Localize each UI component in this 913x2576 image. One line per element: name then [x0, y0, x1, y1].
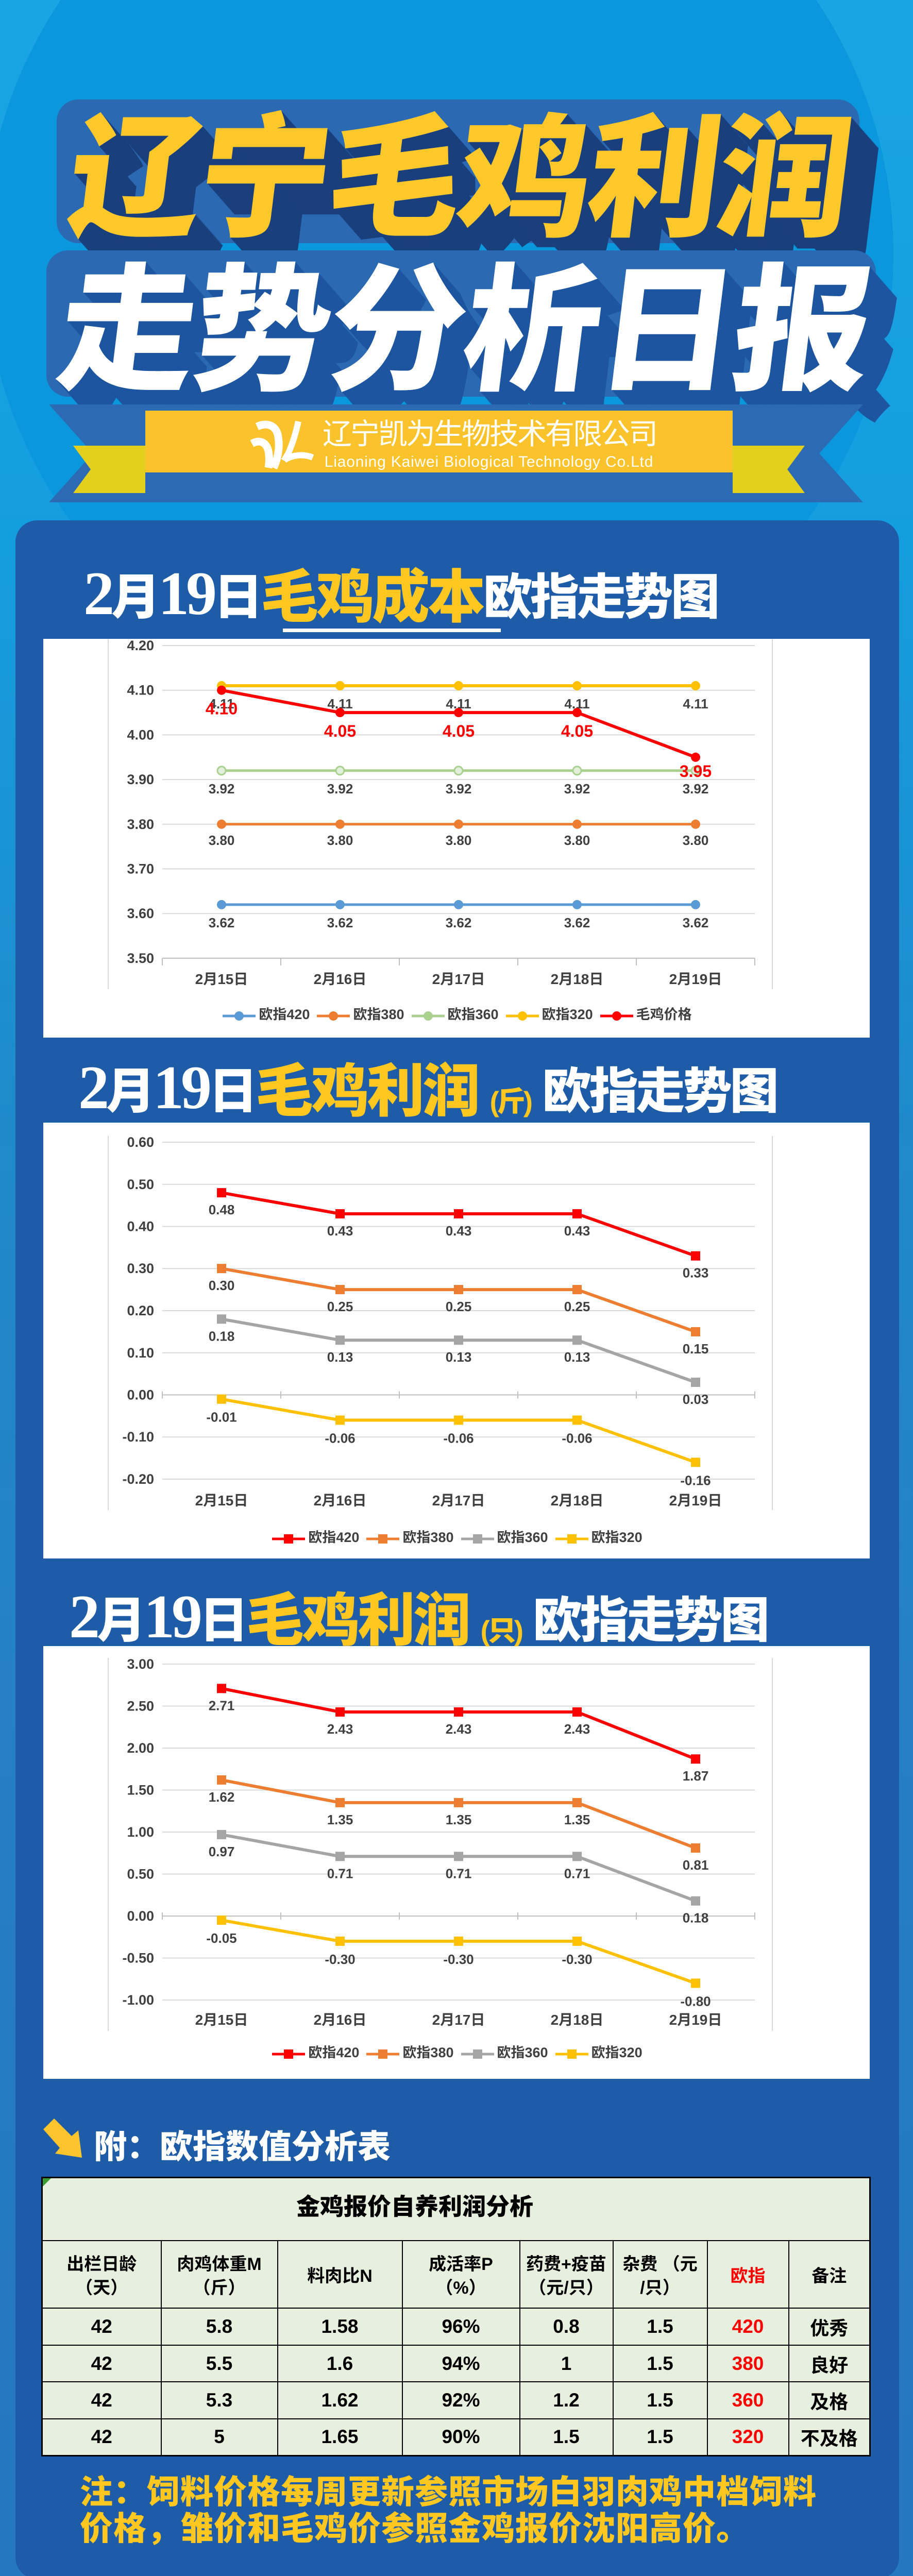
svg-text:3.60: 3.60	[127, 906, 154, 921]
svg-text:0.50: 0.50	[127, 1867, 154, 1882]
svg-text:1.00: 1.00	[127, 1824, 154, 1840]
svg-text:4.20: 4.20	[127, 639, 154, 653]
svg-text:0.20: 0.20	[127, 1303, 154, 1318]
svg-text:3.62: 3.62	[209, 915, 235, 930]
svg-text:1.35: 1.35	[446, 1812, 472, 1827]
svg-text:3.80: 3.80	[327, 833, 353, 848]
svg-text:3.92: 3.92	[209, 781, 235, 796]
svg-text:3.92: 3.92	[327, 781, 353, 796]
svg-text:0.33: 0.33	[683, 1265, 709, 1281]
svg-text:3.70: 3.70	[127, 861, 154, 877]
svg-text:2.50: 2.50	[127, 1699, 154, 1714]
svg-text:-0.01: -0.01	[206, 1410, 236, 1425]
svg-text:3.80: 3.80	[683, 833, 709, 848]
svg-text:4.11: 4.11	[683, 696, 708, 711]
svg-text:0.25: 0.25	[446, 1299, 472, 1314]
svg-text:4.11: 4.11	[209, 696, 234, 711]
svg-text:4.00: 4.00	[127, 727, 154, 742]
svg-text:0.71: 0.71	[327, 1866, 353, 1881]
svg-text:0.81: 0.81	[683, 1857, 709, 1873]
svg-text:2.71: 2.71	[209, 1698, 235, 1713]
svg-text:0.50: 0.50	[127, 1177, 154, 1192]
svg-text:3.50: 3.50	[127, 951, 154, 966]
svg-text:2.43: 2.43	[446, 1721, 472, 1737]
svg-text:0.25: 0.25	[564, 1299, 590, 1314]
svg-text:1.35: 1.35	[327, 1812, 353, 1827]
svg-text:-0.50: -0.50	[122, 1951, 154, 1966]
svg-text:0.43: 0.43	[446, 1223, 472, 1239]
svg-text:3.90: 3.90	[127, 772, 154, 787]
svg-text:0.18: 0.18	[683, 1910, 709, 1926]
svg-text:-0.06: -0.06	[325, 1431, 355, 1446]
svg-text:4.05: 4.05	[561, 722, 593, 740]
svg-text:0.43: 0.43	[564, 1223, 590, 1239]
svg-text:-0.30: -0.30	[562, 1952, 592, 1967]
svg-text:0.71: 0.71	[564, 1866, 590, 1881]
svg-text:0.03: 0.03	[683, 1392, 709, 1407]
svg-text:1.87: 1.87	[683, 1768, 709, 1784]
svg-text:4.10: 4.10	[206, 700, 238, 718]
svg-text:-0.05: -0.05	[206, 1930, 236, 1946]
svg-text:3.92: 3.92	[564, 781, 590, 796]
svg-text:2.43: 2.43	[564, 1721, 590, 1737]
svg-text:-0.06: -0.06	[443, 1431, 474, 1446]
svg-text:-0.80: -0.80	[680, 1993, 711, 2009]
svg-text:-0.20: -0.20	[122, 1471, 154, 1487]
svg-text:0.30: 0.30	[127, 1261, 154, 1276]
svg-text:0.48: 0.48	[209, 1202, 235, 1217]
svg-text:3.80: 3.80	[446, 833, 472, 848]
svg-text:1.50: 1.50	[127, 1783, 154, 1798]
svg-text:-0.10: -0.10	[122, 1429, 154, 1445]
svg-text:3.80: 3.80	[127, 817, 154, 832]
svg-text:-1.00: -1.00	[122, 1992, 154, 2008]
svg-text:0.13: 0.13	[327, 1349, 353, 1365]
svg-text:0.10: 0.10	[127, 1345, 154, 1361]
svg-text:0.15: 0.15	[683, 1341, 709, 1357]
svg-text:3.80: 3.80	[209, 833, 235, 848]
svg-text:3.95: 3.95	[680, 762, 712, 781]
svg-text:3.62: 3.62	[564, 915, 590, 930]
svg-text:0.18: 0.18	[209, 1328, 235, 1344]
svg-text:4.05: 4.05	[324, 722, 356, 740]
svg-text:0.43: 0.43	[327, 1223, 353, 1239]
svg-text:3.00: 3.00	[127, 1656, 154, 1672]
svg-text:2.43: 2.43	[327, 1721, 353, 1737]
svg-text:-0.06: -0.06	[562, 1431, 592, 1446]
svg-text:4.10: 4.10	[127, 683, 154, 698]
svg-text:3.62: 3.62	[446, 915, 472, 930]
svg-text:0.13: 0.13	[564, 1349, 590, 1365]
svg-text:-0.16: -0.16	[680, 1472, 711, 1488]
svg-text:3.62: 3.62	[683, 915, 709, 930]
svg-text:0.25: 0.25	[327, 1299, 353, 1314]
svg-text:1.35: 1.35	[564, 1812, 590, 1827]
svg-text:2.00: 2.00	[127, 1740, 154, 1756]
svg-text:-0.30: -0.30	[325, 1952, 355, 1967]
svg-text:0.40: 0.40	[127, 1219, 154, 1234]
svg-text:3.62: 3.62	[327, 915, 353, 930]
svg-text:4.05: 4.05	[443, 722, 475, 740]
svg-text:0.30: 0.30	[209, 1278, 235, 1293]
svg-text:1.62: 1.62	[209, 1789, 235, 1805]
svg-text:3.92: 3.92	[683, 781, 709, 796]
svg-text:0.00: 0.00	[127, 1387, 154, 1403]
svg-text:-0.30: -0.30	[443, 1952, 474, 1967]
svg-text:0.71: 0.71	[446, 1866, 472, 1881]
svg-text:0.60: 0.60	[127, 1134, 154, 1150]
svg-text:0.97: 0.97	[209, 1844, 235, 1859]
svg-text:3.92: 3.92	[446, 781, 472, 796]
svg-text:3.80: 3.80	[564, 833, 590, 848]
svg-text:0.00: 0.00	[127, 1908, 154, 1924]
svg-text:0.13: 0.13	[446, 1349, 472, 1365]
